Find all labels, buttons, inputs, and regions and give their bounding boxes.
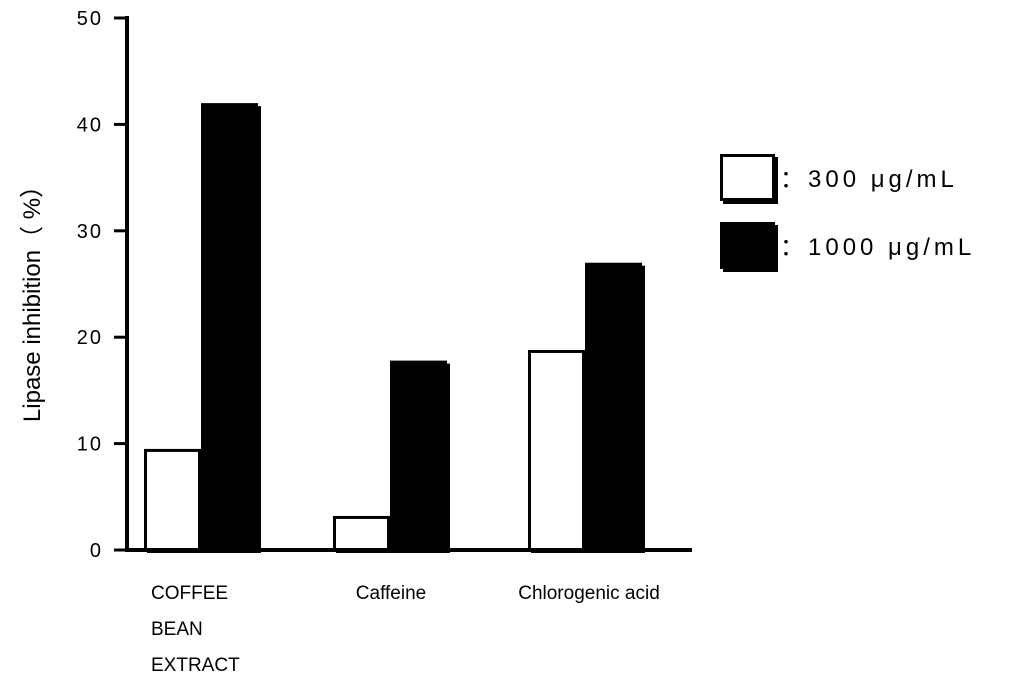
bar-filled-1	[390, 360, 447, 552]
y-tick-label: 50	[77, 8, 103, 30]
labels-group: 0 10 20 30 40 50 Lipase inhibition（ %） COFFEE BE…	[19, 8, 660, 676]
x-category-label: BEAN	[151, 619, 203, 640]
legend-swatch-open	[720, 154, 775, 201]
x-category-label: Chlorogenic acid	[518, 583, 660, 604]
bars-group	[144, 103, 645, 554]
legend-swatch-filled	[720, 222, 775, 269]
bar-filled-2	[585, 262, 642, 552]
bar-open-0	[144, 448, 201, 552]
y-tick-label: 10	[77, 434, 103, 456]
bar-filled-0	[201, 103, 258, 552]
bar-open-2	[528, 349, 585, 552]
y-tick-label: 30	[77, 221, 103, 243]
x-category-label: COFFEE	[151, 583, 228, 604]
bar-open-1	[333, 515, 390, 552]
y-axis-title: Lipase inhibition（ %）	[19, 174, 46, 422]
y-tick-label: 20	[77, 327, 103, 349]
y-tick-label: 40	[77, 114, 103, 136]
legend-group: ：300 μg/mL ：1000 μg/mL	[720, 154, 975, 272]
axes-group	[114, 16, 692, 552]
legend-label: ：300 μg/mL	[780, 166, 958, 193]
x-category-label: Caffeine	[356, 583, 426, 604]
legend-label: ：1000 μg/mL	[780, 234, 975, 261]
y-tick-label: 0	[90, 540, 103, 562]
x-category-label: EXTRACT	[151, 655, 240, 676]
